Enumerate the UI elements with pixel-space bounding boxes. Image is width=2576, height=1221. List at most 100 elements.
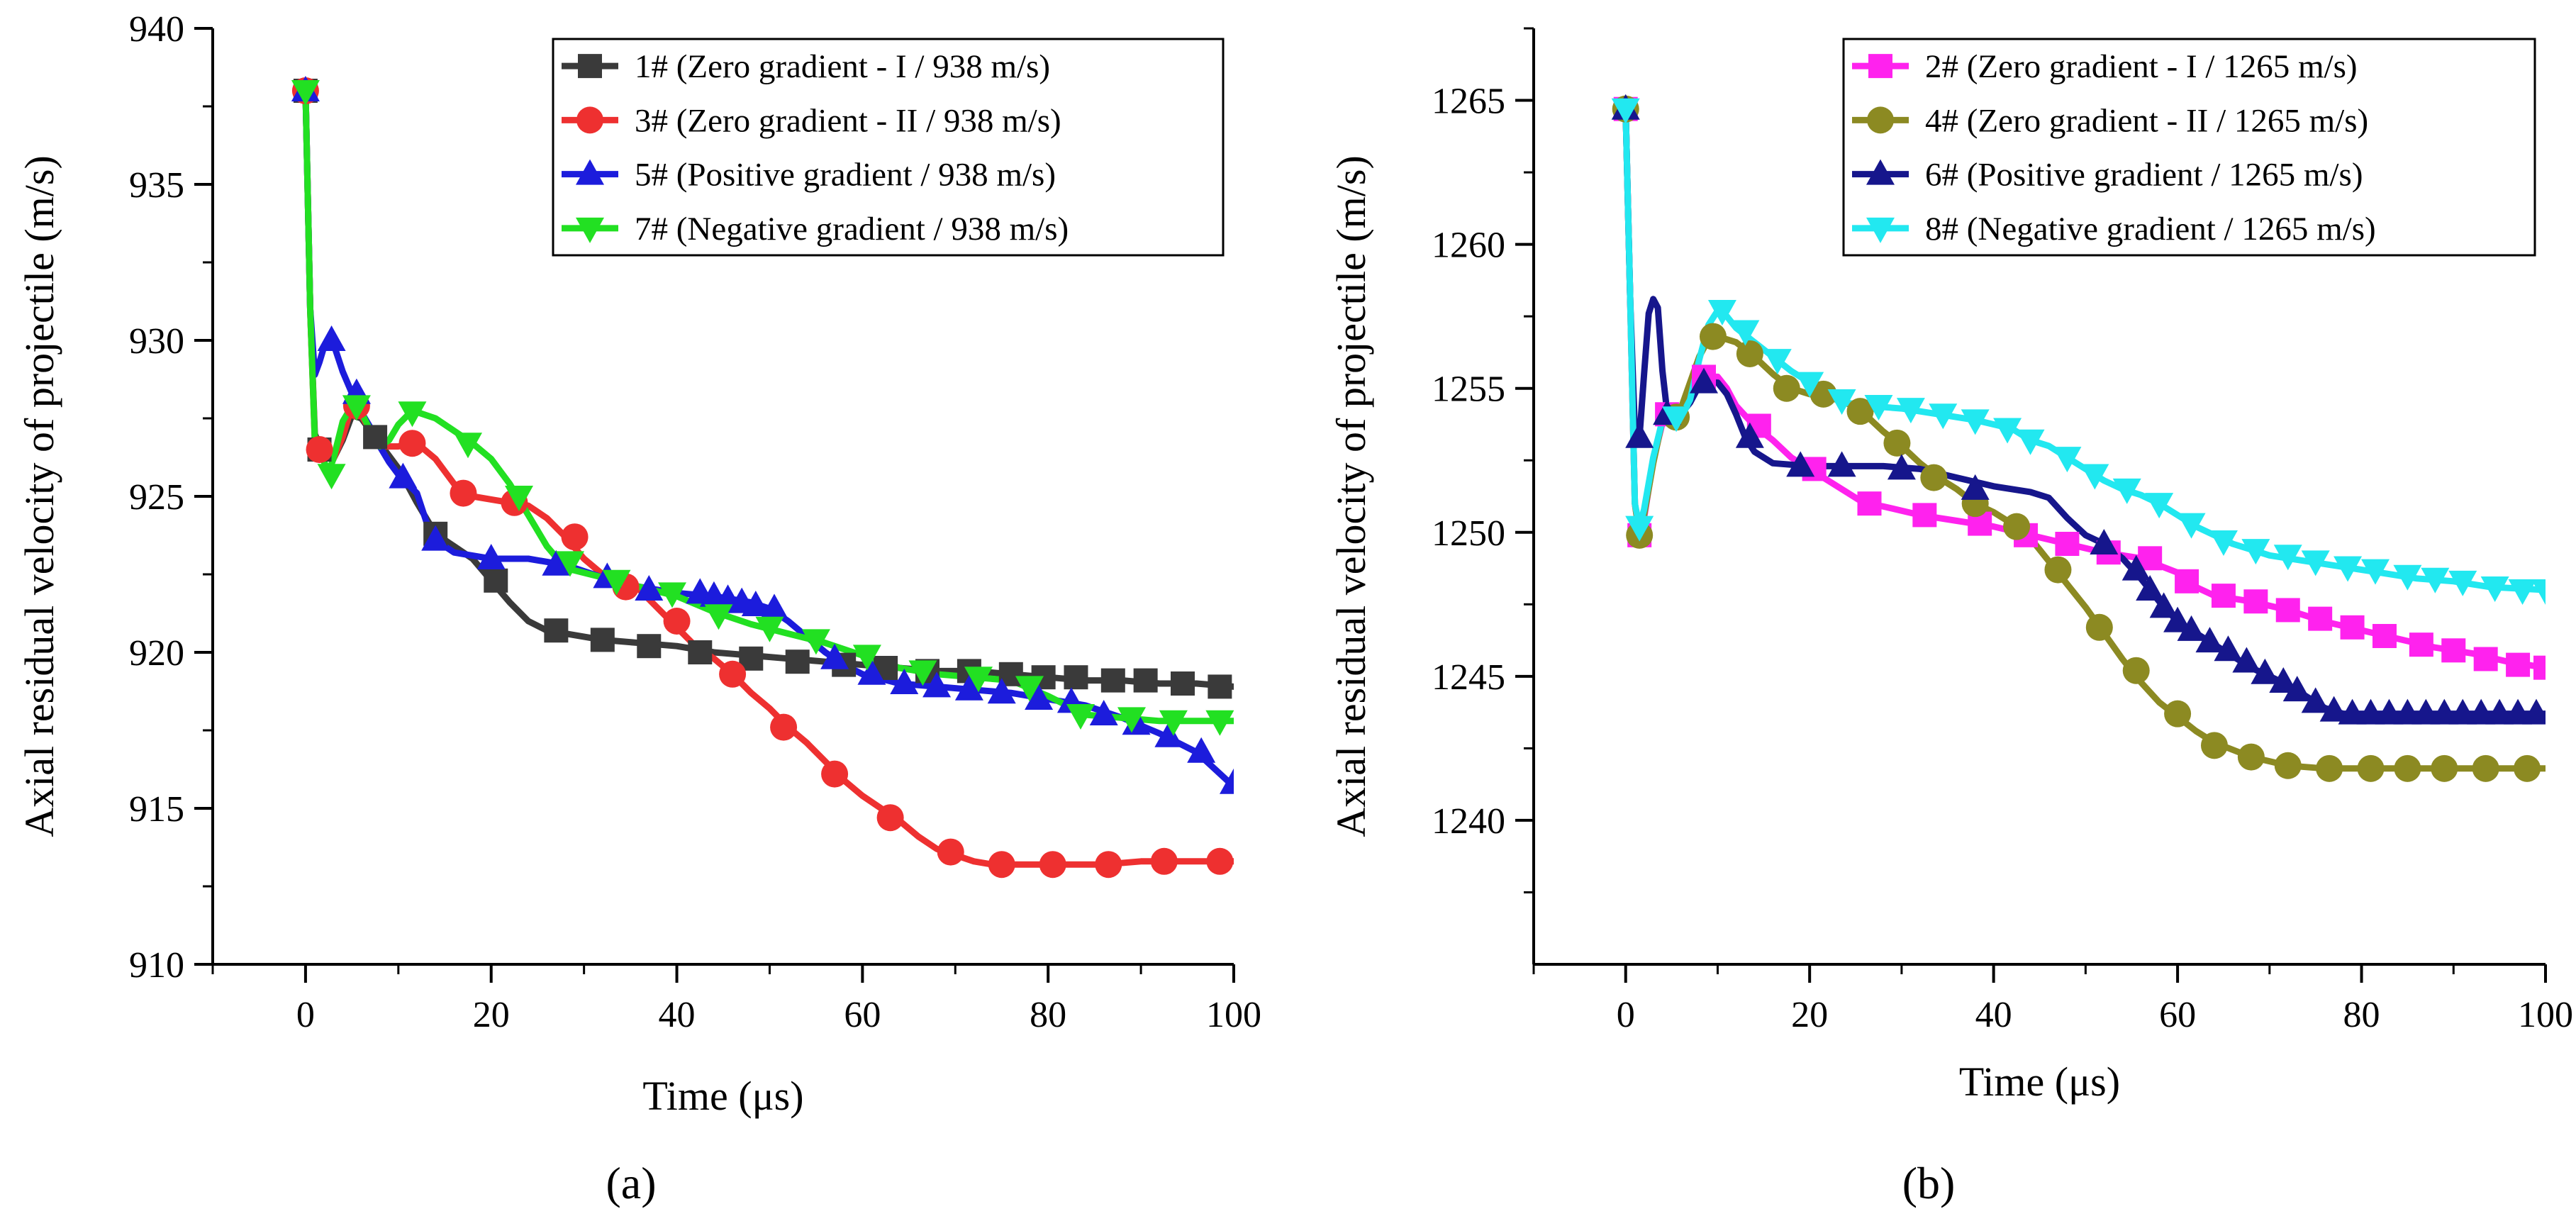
data-point bbox=[2211, 584, 2236, 608]
data-point bbox=[2273, 545, 2302, 571]
legend-marker bbox=[576, 106, 603, 134]
chart-panel-a: 0 20 40 60 80 100 910 915 920 925 930 935 940 Time (μ… bbox=[16, 9, 1261, 1208]
data-point bbox=[544, 618, 569, 643]
data-point bbox=[760, 593, 788, 620]
data-point bbox=[1827, 389, 1856, 415]
data-point bbox=[2163, 606, 2192, 632]
data-point bbox=[1763, 349, 1792, 375]
series-markers-3 bbox=[1611, 94, 2546, 725]
data-point bbox=[2393, 564, 2422, 591]
data-point bbox=[1154, 721, 1183, 747]
data-point bbox=[2177, 615, 2206, 641]
x-tick-label: 100 bbox=[1206, 995, 1261, 1035]
data-point bbox=[2356, 698, 2385, 725]
data-point bbox=[820, 643, 849, 669]
data-point bbox=[2448, 698, 2477, 725]
data-point bbox=[1883, 429, 1911, 457]
data-point bbox=[2357, 754, 2385, 782]
data-point bbox=[1689, 367, 1718, 394]
data-point bbox=[1100, 668, 1125, 693]
legend-label: 2# (Zero gradient - I / 1265 m/s) bbox=[1925, 48, 2358, 85]
data-point bbox=[1206, 847, 1234, 875]
data-point bbox=[1025, 684, 1054, 710]
data-point bbox=[398, 430, 426, 457]
data-point bbox=[2504, 698, 2533, 725]
y-tick-label: 1250 bbox=[1432, 513, 1505, 554]
data-point bbox=[2090, 529, 2119, 555]
data-point bbox=[1159, 710, 1188, 736]
data-point bbox=[2209, 530, 2238, 556]
data-point bbox=[306, 436, 333, 463]
legend-marker bbox=[1867, 106, 1894, 134]
data-point bbox=[505, 486, 533, 511]
data-point bbox=[1095, 851, 1122, 879]
x-tick-label: 0 bbox=[1617, 995, 1635, 1035]
data-point bbox=[2200, 732, 2228, 759]
data-point bbox=[1611, 98, 1640, 124]
legend-marker bbox=[576, 217, 604, 243]
data-point bbox=[2136, 575, 2165, 601]
data-point bbox=[2361, 559, 2390, 585]
data-point bbox=[922, 671, 952, 698]
legend-box bbox=[1842, 38, 2536, 257]
data-point bbox=[987, 678, 1016, 704]
data-point bbox=[2003, 513, 2031, 540]
data-point bbox=[2421, 567, 2450, 593]
data-point bbox=[1707, 300, 1736, 326]
legend-item: 5# (Positive gradient / 938 m/s) bbox=[562, 157, 1056, 194]
data-point bbox=[2080, 464, 2109, 490]
data-point bbox=[2522, 698, 2546, 725]
data-point bbox=[2121, 554, 2151, 581]
y-tick-label: 930 bbox=[129, 321, 184, 362]
data-point bbox=[317, 325, 346, 351]
data-point bbox=[1208, 674, 1232, 699]
data-point bbox=[561, 523, 589, 551]
data-point bbox=[2055, 532, 2080, 557]
data-point bbox=[2175, 569, 2199, 593]
y-tick-label: 1255 bbox=[1432, 369, 1505, 410]
y-tick-label: 935 bbox=[129, 165, 184, 206]
series-markers-4 bbox=[291, 80, 1234, 736]
legend-label: 4# (Zero gradient - II / 1265 m/s) bbox=[1925, 102, 2368, 139]
data-point bbox=[1773, 374, 1800, 402]
data-point bbox=[1961, 474, 1990, 500]
legend-label: 3# (Zero gradient - II / 938 m/s) bbox=[635, 102, 1061, 139]
y-axis-title: Axial residual velocity of projectile (m… bbox=[1328, 155, 1374, 837]
data-point bbox=[2214, 635, 2243, 662]
y-tick-label: 925 bbox=[129, 477, 184, 518]
legend-marker bbox=[578, 54, 602, 79]
data-point bbox=[2533, 655, 2546, 680]
data-point bbox=[1133, 668, 1158, 693]
x-tick-label: 40 bbox=[659, 995, 696, 1035]
data-point bbox=[363, 425, 388, 450]
data-point bbox=[954, 674, 983, 701]
data-point bbox=[2448, 570, 2477, 596]
data-point bbox=[2409, 632, 2433, 657]
legend-label: 1# (Zero gradient - I / 938 m/s) bbox=[635, 48, 1050, 85]
legend: 2# (Zero gradient - I / 1265 m/s) 4# (Zer… bbox=[1842, 38, 2536, 257]
data-point bbox=[988, 851, 1015, 879]
data-point bbox=[590, 628, 615, 652]
legend-item: 7# (Negative gradient / 938 m/s) bbox=[562, 211, 1069, 247]
data-point bbox=[454, 433, 482, 459]
y-tick-label: 920 bbox=[129, 633, 184, 674]
series-group bbox=[1611, 94, 2546, 782]
data-point bbox=[755, 616, 784, 642]
data-point bbox=[1920, 464, 1948, 491]
data-point bbox=[1117, 707, 1146, 733]
legend-marker bbox=[576, 159, 604, 185]
y-tick-label: 940 bbox=[129, 9, 184, 50]
x-axis-title: Time (μs) bbox=[1959, 1059, 2120, 1105]
data-point bbox=[2338, 698, 2367, 725]
data-point bbox=[2195, 627, 2224, 653]
data-point bbox=[2372, 623, 2397, 648]
data-point bbox=[637, 634, 662, 659]
data-point bbox=[2473, 647, 2498, 671]
data-point bbox=[2508, 579, 2537, 605]
data-point bbox=[1846, 398, 1874, 425]
axes: 0 20 40 60 80 100 910 915 920 925 930 935 940 bbox=[129, 9, 1261, 1035]
data-point bbox=[857, 659, 886, 685]
data-point bbox=[1857, 491, 1882, 516]
data-point bbox=[2301, 550, 2330, 576]
